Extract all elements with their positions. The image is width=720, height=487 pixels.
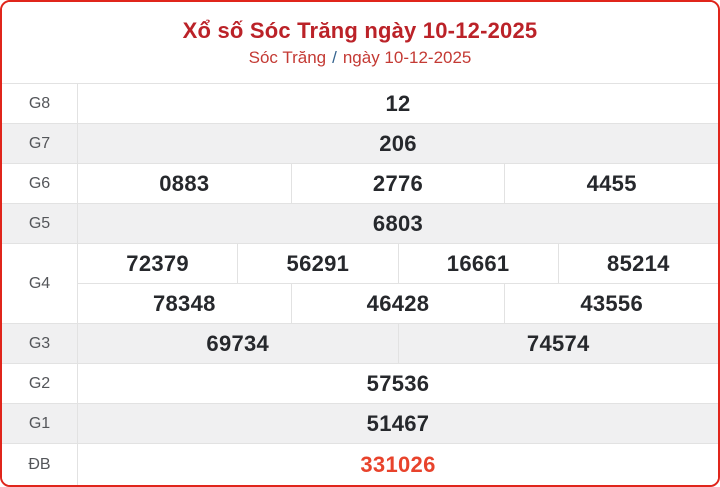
prize-number: 51467 [366, 410, 430, 436]
prize-row-g5: G5 6803 [2, 204, 718, 244]
prize-number: 85214 [557, 244, 718, 283]
prize-row-db: ĐB 331026 [2, 444, 718, 485]
prize-row-g3: G3 69734 74574 [2, 324, 718, 364]
prize-number: 12 [385, 90, 411, 116]
prize-number: 69734 [206, 330, 270, 356]
breadcrumb: Sóc Trăng / ngày 10-12-2025 [249, 49, 472, 66]
breadcrumb-date-link[interactable]: ngày 10-12-2025 [342, 47, 472, 67]
prize-row-g7: G7 206 [2, 124, 718, 164]
prize-number: 43556 [504, 284, 718, 323]
prize-number: 0883 [159, 170, 210, 196]
prize-label: G3 [2, 324, 78, 363]
breadcrumb-province-link[interactable]: Sóc Trăng [248, 47, 327, 67]
prize-label: G5 [2, 204, 78, 243]
prize-number: 2776 [290, 164, 505, 203]
prize-label: G7 [2, 124, 78, 163]
prize-row-g4-line-2: 78348 46428 43556 [78, 283, 718, 323]
prize-number: 78348 [152, 290, 216, 316]
prize-number: 4455 [504, 164, 718, 203]
prize-row-g6: G6 0883 2776 4455 [2, 164, 718, 204]
prize-row-g4-line-1: 72379 56291 16661 85214 [78, 244, 718, 283]
prize-row-g2: G2 57536 [2, 364, 718, 404]
prize-row-g1: G1 51467 [2, 404, 718, 444]
prize-number: 72379 [126, 250, 189, 276]
prize-number: 56291 [237, 244, 397, 283]
prize-number: 46428 [290, 284, 505, 323]
prize-label: ĐB [2, 444, 78, 485]
prize-number: 74574 [397, 324, 719, 363]
prize-row-g4: G4 72379 56291 16661 85214 78348 46428 4… [2, 244, 718, 324]
prize-row-g8: G8 12 [2, 84, 718, 124]
prize-label: G2 [2, 364, 78, 403]
special-prize-number: 331026 [360, 451, 436, 477]
prize-label: G4 [2, 244, 78, 323]
result-header: Xổ số Sóc Trăng ngày 10-12-2025 Sóc Trăn… [2, 2, 718, 84]
prize-number: 57536 [366, 370, 430, 396]
prize-number: 206 [379, 130, 417, 156]
prize-number: 16661 [397, 244, 558, 283]
prize-label: G8 [2, 84, 78, 123]
page-title: Xổ số Sóc Trăng ngày 10-12-2025 [182, 17, 538, 43]
prize-label: G6 [2, 164, 78, 203]
breadcrumb-separator: / [332, 47, 337, 67]
prize-number: 6803 [372, 210, 424, 236]
prize-label: G1 [2, 404, 78, 443]
prize-table: G8 12 G7 206 G6 0883 2776 4455 G5 6803 [2, 84, 718, 485]
